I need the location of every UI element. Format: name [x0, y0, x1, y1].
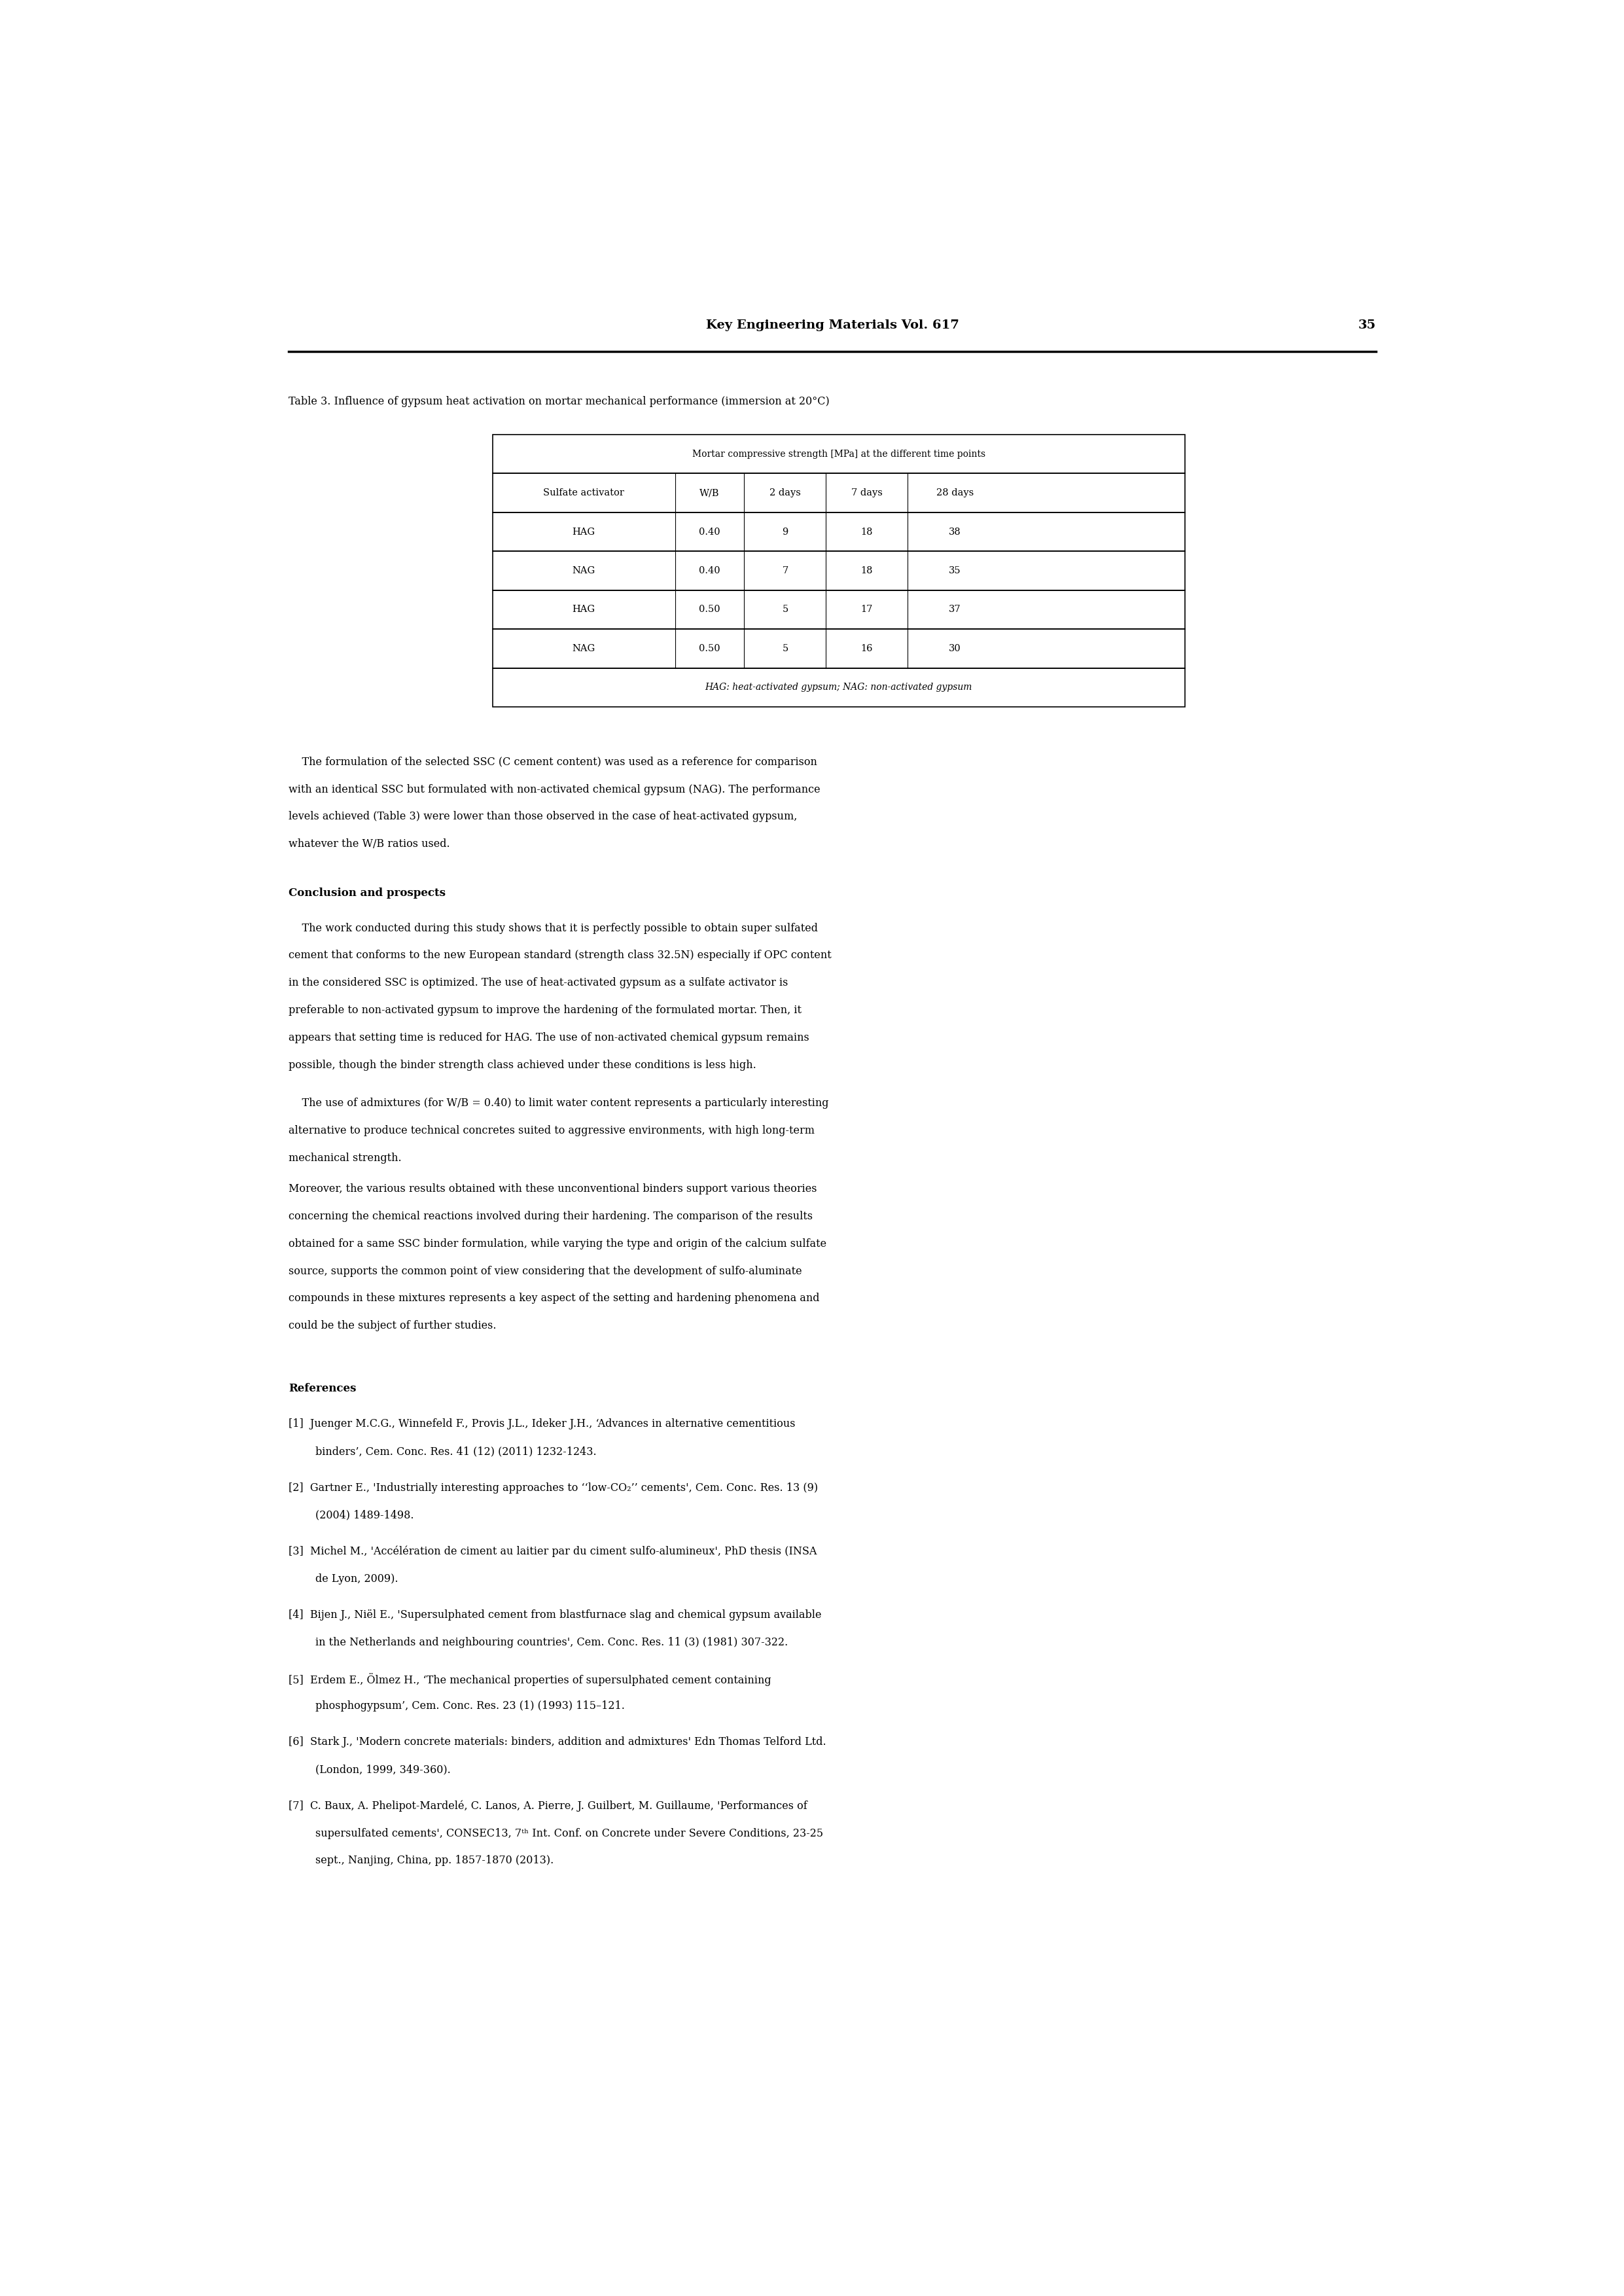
- Text: binders’, Cem. Conc. Res. 41 (12) (2011) 1232-1243.: binders’, Cem. Conc. Res. 41 (12) (2011)…: [289, 1446, 596, 1458]
- Text: W/B: W/B: [700, 489, 719, 498]
- Text: 38: 38: [948, 528, 961, 537]
- Text: 37: 37: [948, 606, 961, 615]
- Text: compounds in these mixtures represents a key aspect of the setting and hardening: compounds in these mixtures represents a…: [289, 1293, 820, 1304]
- Text: The work conducted during this study shows that it is perfectly possible to obta: The work conducted during this study sho…: [289, 923, 818, 934]
- Text: References: References: [289, 1382, 356, 1394]
- Text: 18: 18: [861, 567, 874, 576]
- Text: in the considered SSC is optimized. The use of heat-activated gypsum as a sulfat: in the considered SSC is optimized. The …: [289, 978, 788, 990]
- Text: source, supports the common point of view considering that the development of su: source, supports the common point of vie…: [289, 1265, 802, 1277]
- Text: Sulfate activator: Sulfate activator: [542, 489, 624, 498]
- Text: (London, 1999, 349-360).: (London, 1999, 349-360).: [289, 1763, 451, 1775]
- Text: 35: 35: [1358, 319, 1376, 331]
- Bar: [492, 434, 1186, 473]
- Text: with an identical SSC but formulated with non-activated chemical gypsum (NAG). T: with an identical SSC but formulated wit…: [289, 783, 820, 794]
- Text: phosphogypsum’, Cem. Conc. Res. 23 (1) (1993) 115–121.: phosphogypsum’, Cem. Conc. Res. 23 (1) (…: [289, 1701, 625, 1711]
- Text: supersulfated cements', CONSEC13, 7ᵗʰ Int. Conf. on Concrete under Severe Condit: supersulfated cements', CONSEC13, 7ᵗʰ In…: [289, 1828, 823, 1839]
- Text: 7: 7: [783, 567, 788, 576]
- Text: 28 days: 28 days: [937, 489, 974, 498]
- Text: 0.40: 0.40: [698, 528, 721, 537]
- Text: 0.40: 0.40: [698, 567, 721, 576]
- Text: [3]  Michel M., 'Accélération de ciment au laitier par du ciment sulfo-alumineux: [3] Michel M., 'Accélération de ciment a…: [289, 1545, 817, 1557]
- Bar: [492, 629, 1186, 668]
- Text: appears that setting time is reduced for HAG. The use of non-activated chemical : appears that setting time is reduced for…: [289, 1033, 809, 1042]
- Text: Key Engineering Materials Vol. 617: Key Engineering Materials Vol. 617: [706, 319, 958, 331]
- Text: cement that conforms to the new European standard (strength class 32.5N) especia: cement that conforms to the new European…: [289, 951, 831, 962]
- Text: possible, though the binder strength class achieved under these conditions is le: possible, though the binder strength cla…: [289, 1058, 757, 1070]
- Text: Mortar compressive strength [MPa] at the different time points: Mortar compressive strength [MPa] at the…: [692, 450, 986, 459]
- Text: NAG: NAG: [572, 567, 596, 576]
- Text: levels achieved (Table 3) were lower than those observed in the case of heat-act: levels achieved (Table 3) were lower tha…: [289, 810, 797, 822]
- Text: [4]  Bijen J., Niël E., 'Supersulphated cement from blastfurnace slag and chemic: [4] Bijen J., Niël E., 'Supersulphated c…: [289, 1609, 822, 1621]
- Text: 35: 35: [948, 567, 961, 576]
- Text: 5: 5: [783, 643, 788, 652]
- Text: 30: 30: [948, 643, 961, 652]
- Text: [6]  Stark J., 'Modern concrete materials: binders, addition and admixtures' Edn: [6] Stark J., 'Modern concrete materials…: [289, 1736, 827, 1747]
- Bar: [492, 668, 1186, 707]
- Bar: [492, 551, 1186, 590]
- Text: in the Netherlands and neighbouring countries', Cem. Conc. Res. 11 (3) (1981) 30: in the Netherlands and neighbouring coun…: [289, 1637, 788, 1649]
- Text: [5]  Erdem E., Ölmez H., ‘The mechanical properties of supersulphated cement con: [5] Erdem E., Ölmez H., ‘The mechanical …: [289, 1674, 771, 1685]
- Text: mechanical strength.: mechanical strength.: [289, 1153, 401, 1164]
- Text: 9: 9: [783, 528, 788, 537]
- Bar: [492, 512, 1186, 551]
- Text: NAG: NAG: [572, 643, 596, 652]
- Text: The use of admixtures (for W/B = 0.40) to limit water content represents a parti: The use of admixtures (for W/B = 0.40) t…: [289, 1097, 828, 1109]
- Text: could be the subject of further studies.: could be the subject of further studies.: [289, 1320, 497, 1332]
- Text: sept., Nanjing, China, pp. 1857-1870 (2013).: sept., Nanjing, China, pp. 1857-1870 (20…: [289, 1855, 554, 1867]
- Text: 0.50: 0.50: [698, 643, 721, 652]
- Text: 7 days: 7 days: [851, 489, 882, 498]
- Text: The formulation of the selected SSC (C cement content) was used as a reference f: The formulation of the selected SSC (C c…: [289, 755, 817, 767]
- Text: de Lyon, 2009).: de Lyon, 2009).: [289, 1573, 398, 1584]
- Text: [2]  Gartner E., 'Industrially interesting approaches to ‘‘low-CO₂’’ cements', C: [2] Gartner E., 'Industrially interestin…: [289, 1483, 818, 1492]
- Text: HAG: HAG: [572, 606, 596, 615]
- Text: alternative to produce technical concretes suited to aggressive environments, wi: alternative to produce technical concret…: [289, 1125, 815, 1137]
- Text: Table 3. Influence of gypsum heat activation on mortar mechanical performance (i: Table 3. Influence of gypsum heat activa…: [289, 395, 830, 406]
- Bar: [492, 590, 1186, 629]
- Bar: [492, 473, 1186, 512]
- Text: HAG: HAG: [572, 528, 596, 537]
- Text: 17: 17: [861, 606, 874, 615]
- Text: preferable to non-activated gypsum to improve the hardening of the formulated mo: preferable to non-activated gypsum to im…: [289, 1006, 802, 1015]
- Text: (2004) 1489-1498.: (2004) 1489-1498.: [289, 1508, 414, 1520]
- Text: 16: 16: [861, 643, 874, 652]
- Text: 0.50: 0.50: [698, 606, 721, 615]
- Text: Moreover, the various results obtained with these unconventional binders support: Moreover, the various results obtained w…: [289, 1182, 817, 1194]
- Text: 18: 18: [861, 528, 874, 537]
- Text: HAG: heat-activated gypsum; NAG: non-activated gypsum: HAG: heat-activated gypsum; NAG: non-act…: [705, 682, 973, 691]
- Text: 2 days: 2 days: [770, 489, 801, 498]
- Text: 5: 5: [783, 606, 788, 615]
- Text: obtained for a same SSC binder formulation, while varying the type and origin of: obtained for a same SSC binder formulati…: [289, 1238, 827, 1249]
- Text: [7]  C. Baux, A. Phelipot-Mardelé, C. Lanos, A. Pierre, J. Guilbert, M. Guillaum: [7] C. Baux, A. Phelipot-Mardelé, C. Lan…: [289, 1800, 807, 1812]
- Text: Conclusion and prospects: Conclusion and prospects: [289, 886, 445, 898]
- Text: concerning the chemical reactions involved during their hardening. The compariso: concerning the chemical reactions involv…: [289, 1210, 812, 1221]
- Text: [1]  Juenger M.C.G., Winnefeld F., Provis J.L., Ideker J.H., ‘Advances in altern: [1] Juenger M.C.G., Winnefeld F., Provis…: [289, 1419, 796, 1430]
- Text: whatever the W/B ratios used.: whatever the W/B ratios used.: [289, 838, 450, 850]
